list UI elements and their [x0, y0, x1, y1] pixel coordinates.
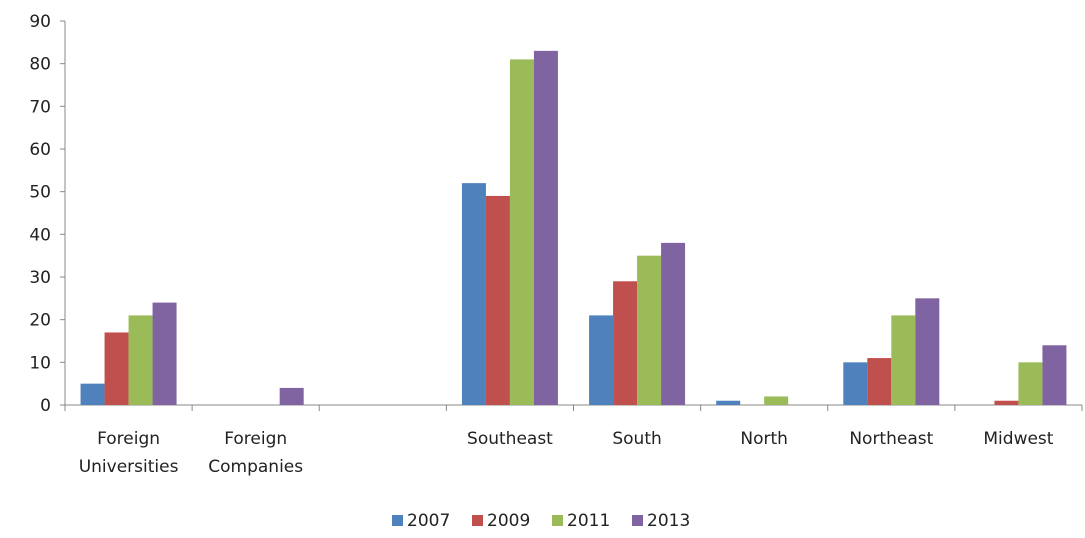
bar	[867, 358, 892, 405]
bar	[843, 362, 868, 405]
y-tick-label: 40	[29, 225, 51, 245]
bar	[533, 50, 558, 405]
bar	[716, 400, 741, 405]
y-tick-label: 60	[29, 140, 51, 160]
bar	[589, 315, 614, 405]
bar	[279, 387, 304, 405]
legend-label: 2009	[487, 511, 530, 531]
x-tick-label: Northeast	[849, 429, 933, 449]
y-tick-label: 0	[40, 396, 51, 416]
bar	[613, 281, 638, 405]
bar	[152, 302, 177, 405]
y-tick-label: 10	[29, 353, 51, 373]
y-tick-label: 30	[29, 268, 51, 288]
legend-label: 2007	[407, 511, 450, 531]
bar	[104, 332, 129, 405]
y-tick-label: 80	[29, 55, 51, 75]
bar	[915, 298, 940, 405]
legend-label: 2011	[567, 511, 610, 531]
legend-swatch	[552, 515, 563, 526]
legend-swatch	[472, 515, 483, 526]
x-tick-label: Foreign Companies	[208, 429, 303, 477]
x-tick-label: South	[612, 429, 661, 449]
y-tick-label: 50	[29, 183, 51, 203]
legend-swatch	[632, 515, 643, 526]
x-tick-label: Foreign Universities	[79, 429, 179, 477]
bar	[509, 59, 534, 406]
bar	[661, 242, 686, 405]
bar	[637, 255, 662, 405]
x-tick-label: North	[740, 429, 788, 449]
y-tick-label: 20	[29, 311, 51, 331]
y-tick-label: 70	[29, 97, 51, 117]
bar	[891, 315, 916, 405]
y-tick-label: 90	[29, 12, 51, 32]
bar	[485, 195, 510, 405]
x-tick-label: Southeast	[467, 429, 553, 449]
legend-swatch	[392, 515, 403, 526]
bar	[1018, 362, 1043, 405]
bar	[764, 396, 789, 405]
legend-label: 2013	[647, 511, 690, 531]
bar	[1042, 345, 1067, 405]
bar	[128, 315, 153, 405]
bar	[80, 383, 105, 405]
bar	[994, 400, 1019, 405]
x-tick-label: Midwest	[983, 429, 1053, 449]
bar	[461, 183, 486, 405]
